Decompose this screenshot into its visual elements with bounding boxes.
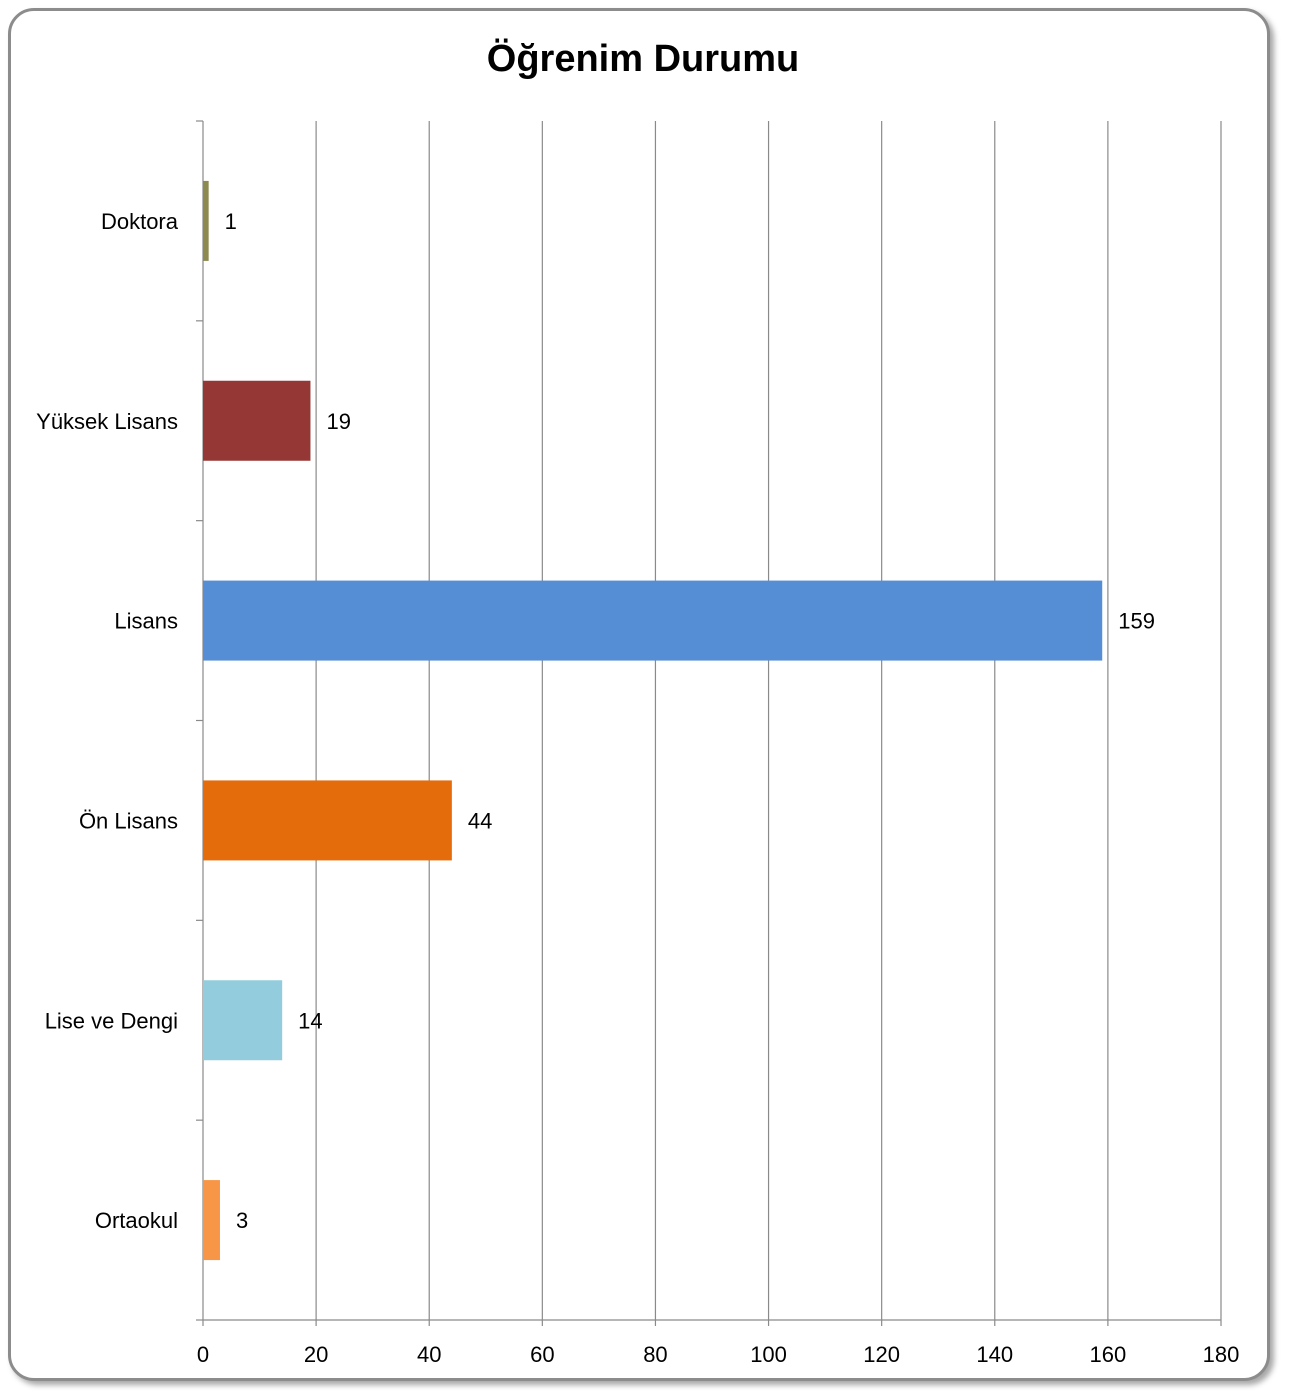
chart-title: Öğrenim Durumu <box>486 38 800 80</box>
category-labels: Doktora Yüksek Lisans Lisans Ön Lisans Lise … <box>36 209 179 1233</box>
data-labels: 1 19 159 44 14 3 <box>225 209 1155 1233</box>
data-label: 3 <box>236 1208 248 1233</box>
data-label: 159 <box>1118 609 1155 634</box>
bar <box>203 180 209 261</box>
category-label: Lise ve Dengi <box>45 1008 178 1033</box>
bar <box>203 580 1103 661</box>
bars <box>203 180 1103 1261</box>
x-tick-label: 60 <box>530 1342 554 1367</box>
category-label: Lisans <box>114 609 178 634</box>
bar <box>203 980 283 1061</box>
data-label: 1 <box>225 209 237 234</box>
category-label: Ortaokul <box>95 1208 178 1233</box>
bar <box>203 1180 220 1261</box>
x-tick-label: 120 <box>863 1342 900 1367</box>
x-tick-label: 20 <box>304 1342 328 1367</box>
x-tick-label: 180 <box>1203 1342 1240 1367</box>
bar <box>203 380 311 461</box>
x-tick-label: 80 <box>643 1342 667 1367</box>
category-label: Yüksek Lisans <box>36 409 178 434</box>
data-label: 14 <box>298 1008 322 1033</box>
category-label: Doktora <box>101 209 179 234</box>
x-tick-label: 140 <box>976 1342 1013 1367</box>
x-tick-label: 100 <box>750 1342 787 1367</box>
data-label: 44 <box>468 808 492 833</box>
category-label: Ön Lisans <box>79 808 178 833</box>
gridlines <box>196 120 1222 1326</box>
chart-frame <box>8 8 1270 1381</box>
x-tick-labels: 0 20 40 60 80 100 120 140 160 180 <box>197 1342 1239 1367</box>
x-tick-label: 40 <box>417 1342 441 1367</box>
x-tick-label: 160 <box>1090 1342 1127 1367</box>
data-label: 19 <box>326 409 350 434</box>
bar <box>203 780 452 861</box>
x-tick-label: 0 <box>197 1342 209 1367</box>
